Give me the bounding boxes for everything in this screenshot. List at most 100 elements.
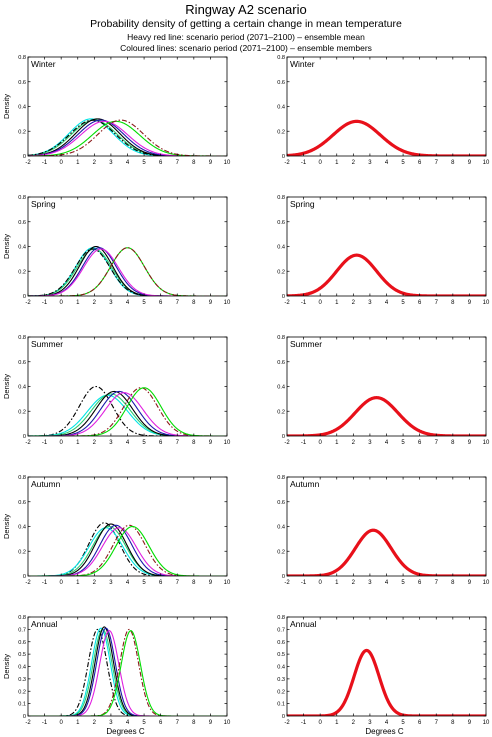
x-tick-label: 2 — [352, 720, 356, 726]
x-tick-label: 3 — [109, 160, 113, 166]
y-tick-label: 0.2 — [18, 129, 26, 135]
panel-spring-members: -2 -1 0 1 2 3 4 5 6 7 8 9 10 0 0.2 0.4 0.6 0.8 Spring Densi… — [2, 195, 231, 306]
y-tick-label: 0 — [23, 574, 26, 580]
series-group — [287, 648, 486, 716]
x-tick-label: 0 — [318, 440, 322, 446]
x-tick-label: 3 — [368, 720, 372, 726]
x-tick-label: 0 — [59, 440, 63, 446]
x-tick-label: 4 — [385, 300, 389, 306]
y-tick-label: 0 — [282, 154, 285, 160]
panel-title: Annual — [290, 619, 317, 629]
x-tick-label: 4 — [385, 440, 389, 446]
x-tick-label: 8 — [192, 720, 196, 726]
x-tick-label: 5 — [401, 300, 405, 306]
x-tick-label: 3 — [109, 300, 113, 306]
x-tick-label: 10 — [224, 440, 231, 446]
y-tick-label: 0.8 — [18, 195, 26, 201]
y-tick-label: 0.7 — [18, 627, 26, 633]
x-tick-label: 6 — [159, 440, 163, 446]
y-tick-label: 0 — [282, 434, 285, 440]
ensemble-member-line-2 — [28, 248, 227, 296]
panel-spring-mean: -2 -1 0 1 2 3 4 5 6 7 8 9 10 0 0.2 0.4 0.6 0.8 Spring — [277, 195, 490, 306]
y-tick-label: 0.8 — [277, 475, 285, 481]
x-tick-label: 6 — [159, 720, 163, 726]
panel-summer-members: -2 -1 0 1 2 3 4 5 6 7 8 9 10 0 0.2 0.4 0.6 0.8 Summer Densi… — [2, 335, 231, 446]
x-tick-label: -1 — [42, 720, 48, 726]
plot-frame — [27, 476, 228, 577]
x-tick-label: 6 — [418, 580, 422, 586]
x-tick-label: 2 — [352, 160, 356, 166]
series-group — [287, 253, 486, 296]
y-tick-label: 0.4 — [277, 245, 285, 251]
y-tick-label: 0.4 — [18, 245, 26, 251]
y-tick-label: 0.3 — [18, 677, 26, 683]
x-tick-label: 6 — [159, 580, 163, 586]
y-tick-label: 0.2 — [277, 129, 285, 135]
x-tick-label: -2 — [25, 580, 31, 586]
x-tick-label: 1 — [335, 580, 339, 586]
panel-annual-members: -2 -1 0 1 2 3 4 5 6 7 8 9 10 0 0.1 0.2 0.3 0.4 0.5 0.6 0.7 0.… — [2, 615, 231, 736]
ensemble-member-line-1 — [28, 385, 227, 436]
y-tick-label: 0.6 — [277, 500, 285, 506]
panel-autumn-members: -2 -1 0 1 2 3 4 5 6 7 8 9 10 0 0.2 0.4 0.6 0.8 Autumn Densi… — [2, 475, 231, 586]
y-tick-label: 0 — [23, 294, 26, 300]
series-group — [28, 118, 227, 156]
x-tick-label: -1 — [301, 580, 307, 586]
series-group — [28, 522, 227, 576]
y-tick-label: 0.6 — [277, 220, 285, 226]
x-tick-label: 8 — [451, 580, 455, 586]
y-tick-label: 0.6 — [277, 360, 285, 366]
y-tick-label: 0.1 — [18, 702, 26, 708]
x-tick-label: 0 — [59, 300, 63, 306]
y-tick-label: 0 — [282, 294, 285, 300]
x-tick-label: 8 — [451, 300, 455, 306]
x-axis-label: Degrees C — [365, 727, 403, 736]
panel-title: Spring — [31, 199, 56, 209]
x-tick-label: 7 — [176, 300, 180, 306]
series-group — [28, 626, 227, 716]
x-tick-label: 10 — [483, 720, 490, 726]
x-tick-label: 9 — [468, 160, 472, 166]
x-tick-label: -2 — [25, 160, 31, 166]
y-axis-label: Density — [2, 94, 11, 119]
panel-autumn-mean: -2 -1 0 1 2 3 4 5 6 7 8 9 10 0 0.2 0.4 0.6 0.8 Autumn — [277, 475, 490, 586]
y-tick-label: 0.8 — [18, 55, 26, 61]
panel-title: Spring — [290, 199, 315, 209]
y-tick-label: 0.6 — [18, 640, 26, 646]
y-tick-label: 0.8 — [277, 335, 285, 341]
y-tick-label: 0.2 — [277, 409, 285, 415]
panel-annual-mean: -2 -1 0 1 2 3 4 5 6 7 8 9 10 0 0.1 0.2 0.3 0.4 0.5 0.6 0.7 0.… — [277, 615, 490, 736]
x-tick-label: 8 — [192, 160, 196, 166]
y-tick-label: 0.6 — [277, 80, 285, 86]
series-group — [28, 245, 227, 296]
y-tick-label: 0.8 — [277, 55, 285, 61]
y-tick-label: 0.2 — [18, 269, 26, 275]
y-tick-label: 0.2 — [18, 689, 26, 695]
figure-subtitle: Probability density of getting a certain… — [90, 18, 402, 30]
x-tick-label: 0 — [318, 160, 322, 166]
x-tick-label: -1 — [301, 300, 307, 306]
x-tick-label: 7 — [435, 160, 439, 166]
series-group — [287, 119, 486, 156]
ensemble-member-line-6 — [28, 392, 227, 436]
x-tick-label: 3 — [368, 580, 372, 586]
ensemble-member-line-4 — [28, 390, 227, 436]
x-tick-label: 6 — [418, 720, 422, 726]
y-tick-label: 0.4 — [277, 385, 285, 391]
x-tick-label: 0 — [59, 160, 63, 166]
y-tick-label: 0.2 — [277, 269, 285, 275]
y-axis-label: Density — [2, 514, 11, 539]
x-tick-label: 8 — [192, 440, 196, 446]
y-tick-label: 0.1 — [277, 702, 285, 708]
panel-title: Winter — [31, 59, 56, 69]
x-tick-label: -2 — [25, 720, 31, 726]
x-tick-label: 10 — [483, 300, 490, 306]
x-tick-label: 10 — [224, 580, 231, 586]
y-tick-label: 0.3 — [277, 677, 285, 683]
panel-title: Winter — [290, 59, 315, 69]
y-tick-label: 0 — [23, 154, 26, 160]
x-tick-label: 9 — [209, 440, 213, 446]
plot-frame — [286, 336, 487, 437]
x-tick-label: 1 — [335, 300, 339, 306]
x-tick-label: 1 — [76, 440, 80, 446]
